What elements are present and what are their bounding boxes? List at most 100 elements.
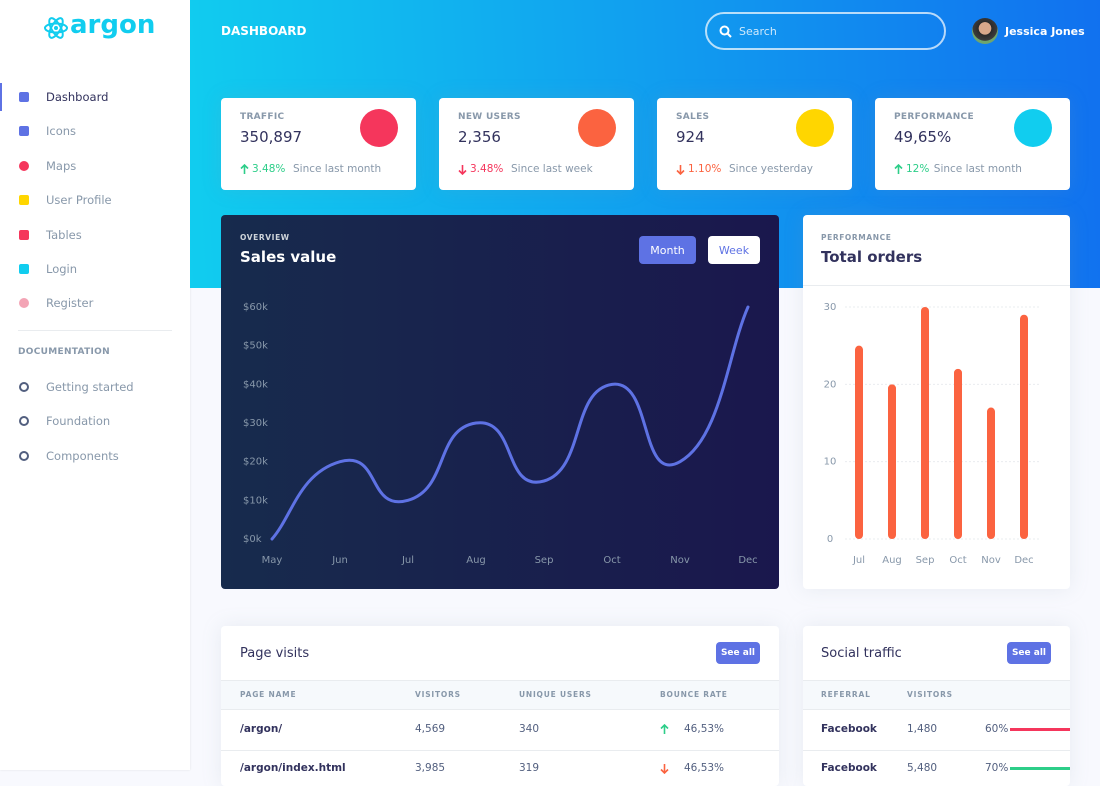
cell: 3,985 [415, 762, 446, 774]
nav-icon [19, 298, 29, 309]
search-box[interactable]: Search [705, 12, 946, 50]
nav-item[interactable]: Icons [46, 124, 77, 139]
stat-value: 924 [676, 128, 705, 146]
nav-icon [19, 229, 29, 240]
cell: 60% [985, 723, 1009, 735]
column-header: UNIQUE USERS [519, 690, 592, 699]
stat-note: Since last month [293, 163, 382, 175]
arrow-shape [240, 164, 249, 174]
column-header: REFERRAL [821, 690, 871, 699]
stat-card: TRAFFIC 350,897 3.48% Since last month [221, 98, 416, 190]
cell: 5,480 [907, 762, 938, 774]
nav-item[interactable]: Maps [46, 158, 77, 173]
page-title: DASHBOARD [221, 24, 307, 38]
arrow-up [660, 724, 669, 734]
row-divider [803, 750, 1070, 751]
month-button[interactable]: Month [639, 236, 696, 264]
section-heading: DOCUMENTATION [18, 347, 110, 357]
stat-icon [360, 109, 398, 147]
nav-item[interactable]: Dashboard [46, 90, 109, 104]
cell: 340 [519, 723, 540, 735]
arrow-down [458, 165, 467, 175]
search-placeholder: Search [739, 25, 777, 38]
cell: 46,53% [684, 762, 725, 774]
stat-label: NEW USERS [458, 112, 521, 122]
logo-icon [44, 17, 68, 39]
nav-item[interactable]: Tables [46, 227, 82, 242]
nav-icon [19, 264, 29, 274]
arrow-shape [660, 724, 669, 734]
nav-item[interactable]: Register [46, 296, 94, 311]
arrow-shape [676, 165, 685, 175]
sidebar: argon DOCUMENTATION Dashboard Icons Maps Us… [0, 0, 190, 770]
doc-item[interactable]: Getting started [46, 380, 134, 394]
stat-value: 2,356 [458, 128, 501, 146]
stat-change: 3.48% [252, 163, 286, 175]
arrow-up [240, 164, 249, 174]
card-title: Page visits [240, 646, 310, 661]
arrow-shape [458, 165, 467, 175]
cell: /argon/ [240, 723, 283, 735]
column-header: VISITORS [907, 690, 953, 699]
card-subtitle: OVERVIEW [240, 233, 290, 242]
nav-icon [19, 92, 29, 102]
nav-item[interactable]: User Profile [46, 193, 112, 208]
cell: 4,569 [415, 723, 446, 735]
arrow-shape [894, 164, 903, 174]
avatar[interactable] [972, 18, 998, 44]
column-header: VISITORS [415, 690, 461, 699]
stat-label: TRAFFIC [240, 112, 285, 122]
stat-icon [578, 109, 616, 147]
nav-icon [19, 195, 29, 206]
progress-bar [1010, 728, 1070, 731]
doc-item[interactable]: Components [46, 448, 119, 463]
cell: 319 [519, 762, 540, 774]
orders-card: PERFORMANCE Total orders [803, 215, 1070, 589]
week-button[interactable]: Week [708, 236, 760, 264]
stat-value: 49,65% [894, 128, 952, 146]
page-visits-card: Page visits See all PAGE NAME VISITORS UNI… [221, 626, 779, 786]
nav-item[interactable]: Login [46, 262, 78, 276]
arrow-shape [660, 764, 669, 774]
sales-card: OVERVIEW Sales value Month Week [221, 215, 779, 589]
see-all-button[interactable]: See all [716, 642, 760, 664]
brand: argon [70, 10, 156, 40]
stat-label: SALES [676, 112, 710, 122]
stat-note: Since yesterday [729, 163, 813, 175]
cell: Facebook [821, 723, 877, 735]
stat-icon [796, 109, 834, 147]
column-header: PAGE NAME [240, 690, 297, 699]
progress-bar [1010, 767, 1070, 770]
stat-change: 1.10% [688, 163, 722, 175]
user-name[interactable]: Jessica Jones [1005, 25, 1085, 38]
cell: 70% [985, 762, 1009, 774]
cell: Facebook [821, 762, 877, 774]
row-divider [221, 750, 779, 751]
table-header [803, 680, 1070, 710]
stat-note: Since last week [511, 163, 593, 175]
stat-card: PERFORMANCE 49,65% 12% Since last month [875, 98, 1070, 190]
stat-icon [1014, 109, 1052, 147]
cell: /argon/index.html [240, 762, 346, 774]
nav-icon [19, 126, 29, 137]
stat-label: PERFORMANCE [894, 112, 974, 122]
arrow-up [894, 164, 903, 174]
doc-icon [19, 450, 29, 461]
stat-change: 12% [906, 163, 930, 175]
nav-icon [19, 160, 29, 171]
divider [803, 285, 1070, 286]
card-title: Total orders [821, 248, 923, 266]
social-traffic-card: Social traffic See all REFERRAL VISITORS F… [803, 626, 1070, 786]
cell: 46,53% [684, 723, 725, 735]
stat-value: 350,897 [240, 128, 303, 146]
active-indicator [0, 83, 2, 111]
stat-change: 3.48% [470, 163, 504, 175]
stat-note: Since last month [933, 163, 1022, 175]
stat-card: NEW USERS 2,356 3.48% Since last week [439, 98, 634, 190]
doc-icon [19, 416, 29, 427]
stat-card: SALES 924 1.10% Since yesterday [657, 98, 852, 190]
table-header [221, 680, 779, 710]
see-all-button[interactable]: See all [1007, 642, 1051, 664]
doc-item[interactable]: Foundation [46, 414, 111, 429]
